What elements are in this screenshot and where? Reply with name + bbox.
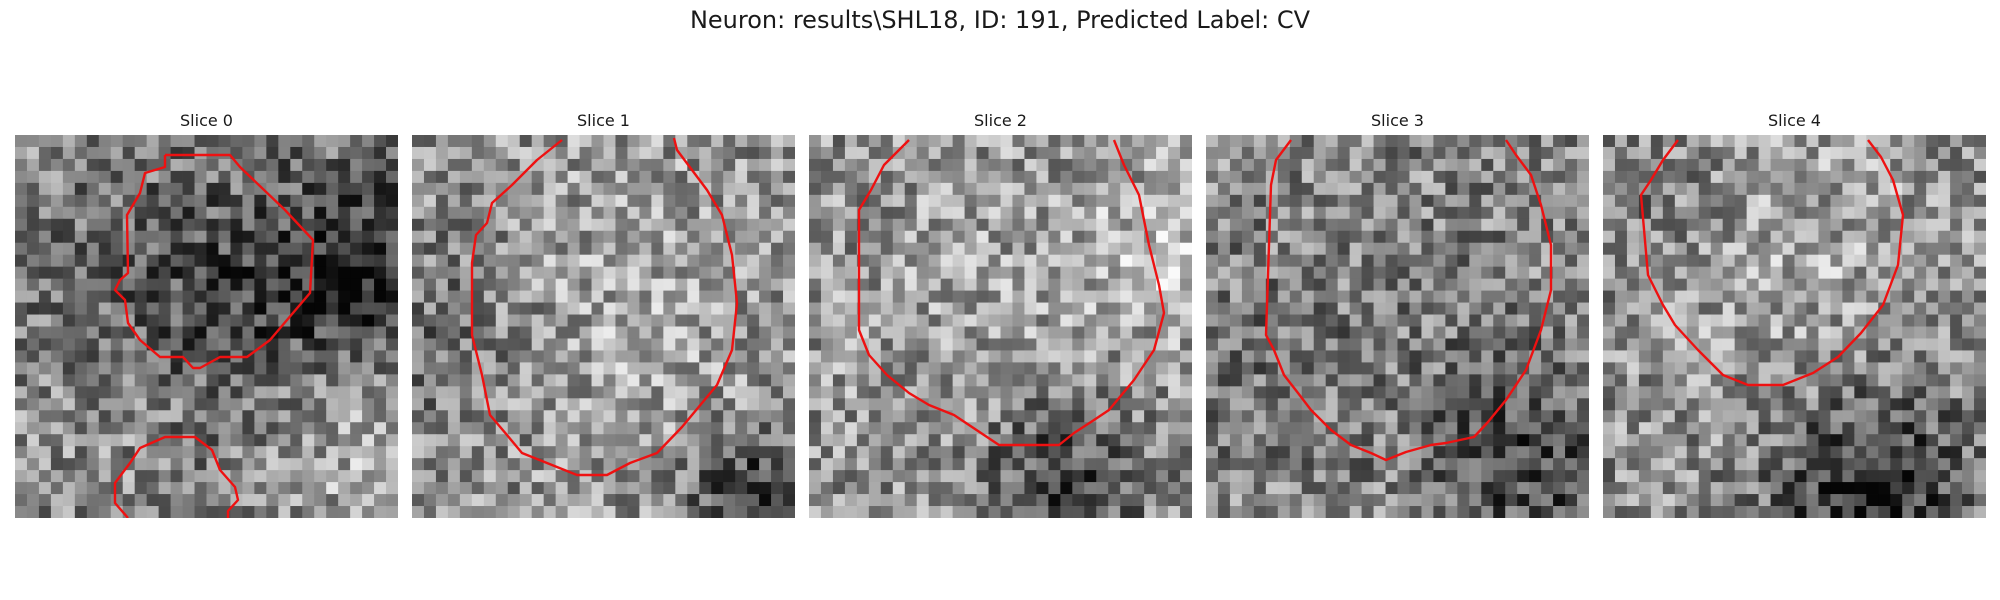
slice-title: Slice 1 — [577, 111, 630, 130]
slice-title: Slice 2 — [974, 111, 1027, 130]
slice-image — [1206, 135, 1589, 518]
slice-panel-1: Slice 1 — [412, 108, 795, 518]
segmentation-contour — [113, 153, 315, 370]
figure-title: Neuron: results\SHL18, ID: 191, Predicte… — [689, 6, 1311, 34]
slice-title: Slice 4 — [1768, 111, 1821, 130]
segmentation-contour — [1264, 139, 1553, 462]
slice-image — [809, 135, 1192, 518]
pixel-grid — [809, 135, 1192, 518]
slice-title: Slice 3 — [1371, 111, 1424, 130]
slice-title: Slice 0 — [180, 111, 233, 130]
pixel-grid — [412, 135, 795, 518]
slice-panel-2: Slice 2 — [809, 108, 1192, 518]
slice-panel-3: Slice 3 — [1206, 108, 1589, 518]
slice-panel-0: Slice 0 — [15, 108, 398, 518]
pixel-grid — [1603, 135, 1986, 518]
segmentation-contour — [113, 435, 240, 518]
segmentation-contour — [857, 139, 1166, 447]
pixel-grid — [1206, 135, 1589, 518]
segmentation-contour — [470, 137, 739, 477]
slice-image — [1603, 135, 1986, 518]
slice-image — [412, 135, 795, 518]
slice-image — [15, 135, 398, 518]
pixel-grid — [15, 135, 398, 518]
slice-panel-4: Slice 4 — [1603, 108, 1986, 518]
segmentation-contour — [1639, 139, 1905, 387]
